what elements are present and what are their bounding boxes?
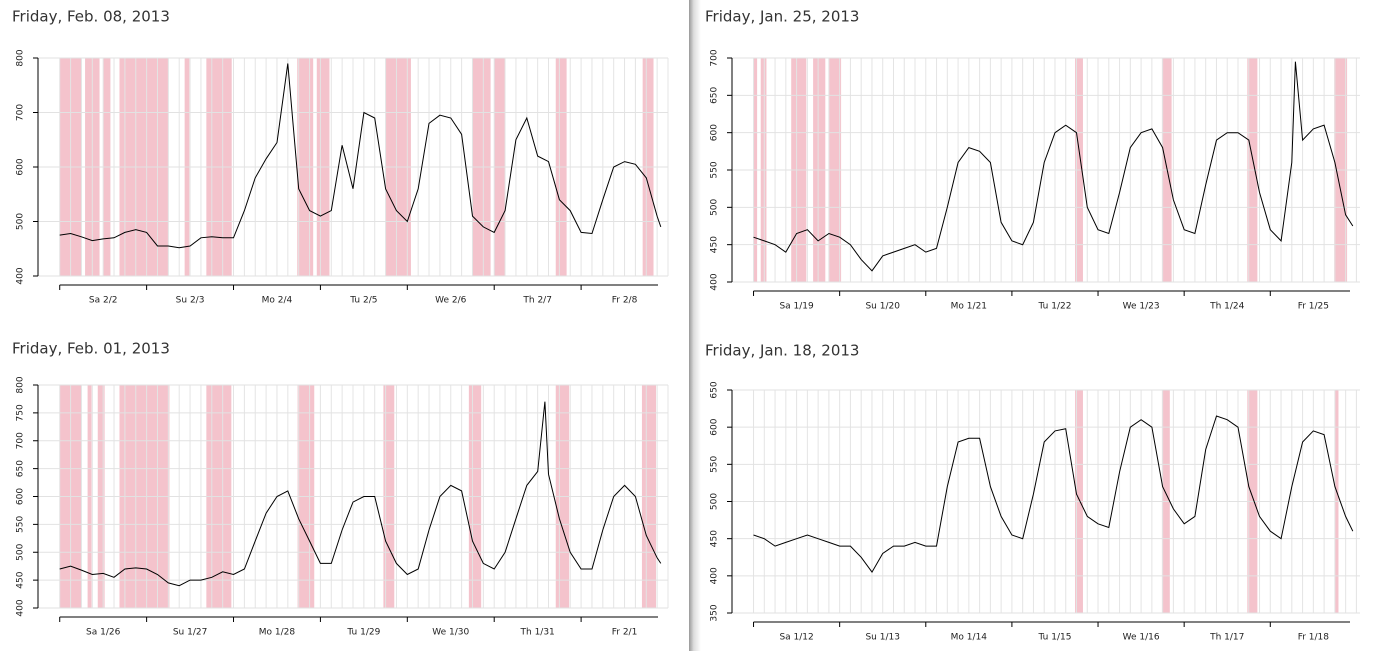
x-tick-label: Sa 1/12 <box>779 633 813 643</box>
x-tick-label: Th 1/17 <box>1209 633 1244 643</box>
x-tick-label: Fr 1/18 <box>1298 633 1330 643</box>
y-tick-label: 350 <box>710 604 720 621</box>
data-line <box>59 401 662 587</box>
y-tick-label: 800 <box>16 49 26 66</box>
y-tick-label: 600 <box>16 158 26 175</box>
panel-divider <box>689 0 701 651</box>
y-tick-label: 500 <box>16 213 26 230</box>
x-tick-label: Su 2/3 <box>176 296 205 306</box>
x-tick-label: Mo 1/28 <box>259 628 296 638</box>
y-tick-label: 550 <box>710 161 720 178</box>
y-tick-label: 600 <box>16 488 26 505</box>
y-tick-label: 450 <box>710 236 720 253</box>
y-tick-label: 550 <box>710 455 720 472</box>
x-tick-label: Fr 2/1 <box>612 628 638 638</box>
y-tick-label: 650 <box>16 460 26 477</box>
x-tick-label: Su 1/27 <box>173 628 208 638</box>
y-tick-label: 650 <box>710 381 720 398</box>
y-tick-label: 500 <box>710 198 720 215</box>
chart-title: Friday, Jan. 25, 2013 <box>705 8 859 26</box>
data-line <box>753 415 1354 574</box>
x-tick-label: Th 1/24 <box>1209 302 1245 312</box>
x-tick-label: Sa 2/2 <box>89 296 118 306</box>
y-tick-label: 400 <box>16 267 26 284</box>
y-tick-label: 550 <box>16 516 26 533</box>
data-line <box>753 61 1354 272</box>
data-line <box>59 63 662 249</box>
y-tick-label: 400 <box>710 273 720 290</box>
x-tick-label: Tu 1/15 <box>1038 633 1072 643</box>
x-tick-label: We 1/30 <box>432 628 469 638</box>
x-tick-label: Tu 1/22 <box>1038 302 1072 312</box>
y-tick-label: 600 <box>710 124 720 141</box>
x-tick-label: Su 1/13 <box>865 633 900 643</box>
y-tick-label: 450 <box>16 571 26 588</box>
x-tick-label: Th 2/7 <box>522 296 552 306</box>
chart-title: Friday, Feb. 08, 2013 <box>12 8 170 26</box>
y-tick-label: 650 <box>710 86 720 103</box>
y-tick-label: 800 <box>16 376 26 393</box>
x-tick-label: We 2/6 <box>435 296 467 306</box>
y-tick-label: 750 <box>16 404 26 421</box>
y-tick-label: 500 <box>16 543 26 560</box>
y-tick-label: 700 <box>16 432 26 449</box>
chart-title: Friday, Jan. 18, 2013 <box>705 342 859 360</box>
x-tick-label: Sa 1/26 <box>86 628 121 638</box>
x-tick-label: Th 1/31 <box>520 628 555 638</box>
y-tick-label: 500 <box>710 493 720 510</box>
x-tick-label: Tu 2/5 <box>349 296 377 306</box>
x-tick-label: Mo 2/4 <box>262 296 293 306</box>
y-tick-label: 400 <box>710 567 720 584</box>
y-tick-label: 450 <box>710 530 720 547</box>
y-tick-label: 700 <box>710 49 720 66</box>
x-tick-label: Tu 1/29 <box>346 628 380 638</box>
x-tick-label: Sa 1/19 <box>779 302 814 312</box>
x-tick-label: Fr 1/25 <box>1298 302 1329 312</box>
y-tick-label: 700 <box>16 104 26 121</box>
y-tick-label: 600 <box>710 418 720 435</box>
x-tick-label: We 1/16 <box>1123 633 1160 643</box>
x-tick-label: Mo 1/21 <box>951 302 987 312</box>
chart-title: Friday, Feb. 01, 2013 <box>12 340 170 358</box>
x-tick-label: We 1/23 <box>1123 302 1160 312</box>
x-tick-label: Mo 1/14 <box>951 633 988 643</box>
x-tick-label: Fr 2/8 <box>612 296 638 306</box>
x-tick-label: Su 1/20 <box>865 302 900 312</box>
y-tick-label: 400 <box>16 599 26 616</box>
